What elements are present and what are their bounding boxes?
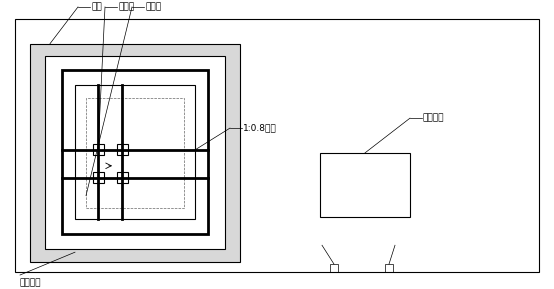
Bar (116, 144, 127, 155)
Text: 土方堆场: 土方堆场 (423, 114, 444, 123)
Bar (15, 19, 539, 272)
Text: 井壁: 井壁 (91, 2, 102, 12)
Bar (116, 172, 127, 183)
Text: 集水井: 集水井 (118, 2, 134, 12)
Bar (320, 153, 410, 217)
Text: 排水沟: 排水沟 (145, 2, 161, 12)
Bar (86, 98, 184, 208)
Bar (30, 44, 240, 262)
Bar (93, 172, 104, 183)
Text: 挖土方向: 挖土方向 (20, 278, 42, 287)
Text: 1:0.8放坡: 1:0.8放坡 (243, 124, 277, 133)
Bar (75, 85, 195, 219)
Bar (93, 144, 104, 155)
Bar (45, 55, 225, 249)
Bar (62, 71, 208, 234)
Bar (385, 264, 393, 272)
Bar (330, 264, 338, 272)
